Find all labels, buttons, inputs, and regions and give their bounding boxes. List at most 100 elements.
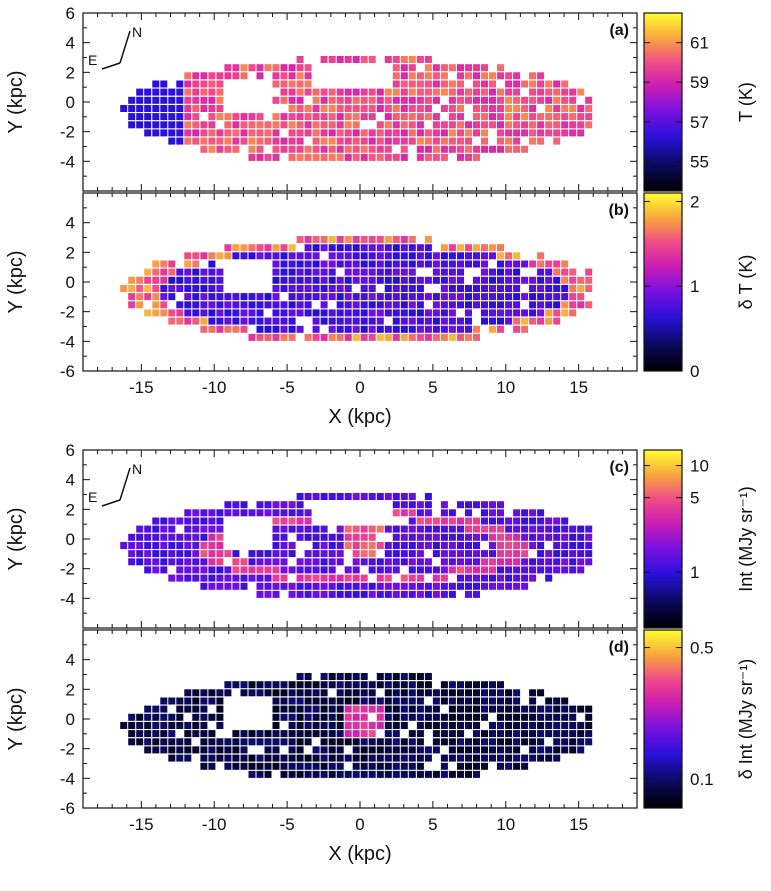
map-pixel [312,722,320,729]
x-axis-label: X (kpc) [328,843,391,865]
map-pixel [320,697,328,705]
map-pixel [392,285,400,292]
map-pixel [344,121,352,129]
map-pixel [561,558,569,566]
map-pixel [368,276,376,284]
map-pixel [481,260,488,268]
map-pixel [513,145,521,153]
map-pixel [168,730,176,738]
map-pixel [336,309,344,317]
map-pixel [521,80,529,88]
map-pixel [136,722,144,729]
map-pixel [304,244,312,252]
map-pixel [176,129,184,137]
map-pixel [224,762,232,770]
y-tick-label: -2 [60,123,75,142]
map-pixel [272,738,280,746]
map-pixel [457,260,464,268]
map-pixel [537,88,545,96]
map-pixel [312,252,320,260]
map-pixel [561,129,569,137]
map-pixel [232,309,240,317]
map-pixel [457,722,464,729]
map-pixel [489,722,496,729]
map-pixel [232,301,240,309]
map-pixel [384,268,392,276]
map-pixel [577,705,585,713]
map-pixel [200,525,208,533]
map-pixel [184,317,192,325]
map-pixel [392,88,400,96]
map-pixel [384,88,392,96]
map-pixel [264,509,272,517]
map-pixel [553,137,561,145]
map-pixel [320,493,328,500]
map-pixel [561,722,569,729]
map-pixel [240,501,248,509]
map-pixel [416,285,424,292]
map-pixel [168,105,176,112]
map-pixel [128,730,136,738]
map-pixel [400,509,408,517]
x-tick-label: 5 [428,378,437,397]
map-pixel [352,697,360,705]
map-pixel [465,293,472,301]
map-pixel [448,293,456,301]
map-pixel [264,689,272,697]
map-pixel [232,121,240,129]
map-pixel [248,762,256,770]
map-pixel [160,697,168,705]
map-pixel [232,730,240,738]
map-pixel [376,738,384,746]
map-pixel [296,268,304,276]
map-pixel [465,129,472,137]
map-pixel [328,574,336,582]
map-pixel [481,268,488,276]
map-pixel [280,268,288,276]
map-pixel [264,121,272,129]
map-pixel [360,137,368,145]
map-pixel [272,713,280,721]
map-pixel [497,738,504,746]
map-pixel [344,542,352,549]
map-pixel [432,301,440,309]
map-pixel [312,325,320,333]
map-pixel [192,542,200,549]
map-pixel [408,730,416,738]
map-pixel [368,268,376,276]
map-pixel [208,746,216,754]
map-pixel [296,689,304,697]
map-pixel [320,754,328,762]
map-pixel [384,121,392,129]
map-pixel [529,285,537,292]
map-pixel [416,550,424,558]
map-pixel [408,276,416,284]
map-pixel [465,746,472,754]
map-pixel [168,268,176,276]
map-pixel [529,713,537,721]
map-pixel [312,582,320,590]
map-pixel [537,689,545,697]
map-pixel [392,738,400,746]
map-pixel [320,301,328,309]
map-pixel [440,88,448,96]
map-pixel [481,574,488,582]
map-pixel [352,550,360,558]
map-pixel [424,501,432,509]
map-pixel [328,96,336,104]
map-pixel [561,533,569,541]
map-pixel [416,533,424,541]
map-pixel [200,317,208,325]
map-pixel [264,252,272,260]
map-pixel [585,105,593,112]
map-pixel [328,268,336,276]
map-pixel [280,705,288,713]
map-pixel [272,325,280,333]
map-pixel [272,72,280,80]
map-pixel [448,713,456,721]
map-pixel [248,301,256,309]
map-pixel [128,542,136,549]
map-pixel [192,96,200,104]
map-pixel [344,325,352,333]
